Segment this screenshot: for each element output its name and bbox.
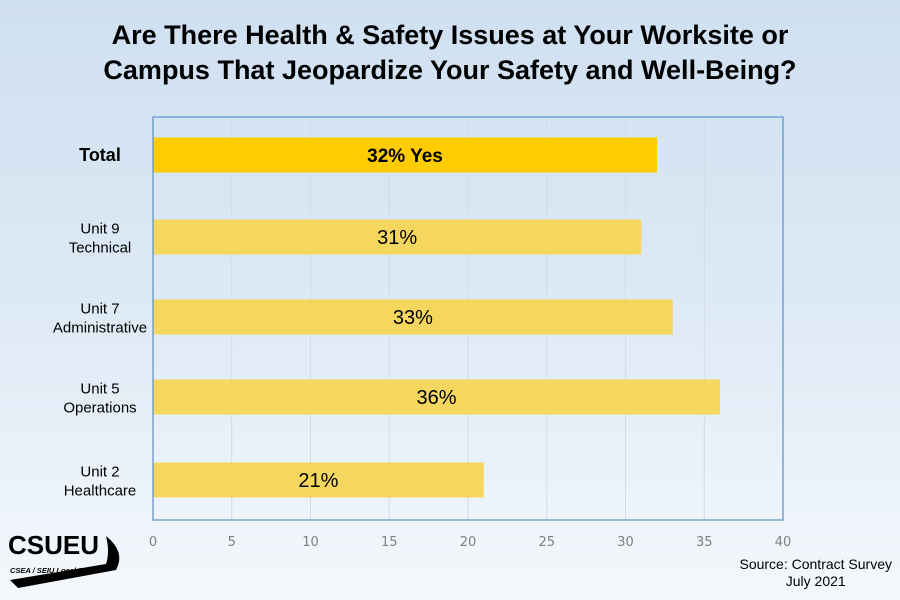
data-label: 36%	[416, 387, 456, 409]
category-label: Unit 7 Administrative	[53, 301, 147, 337]
data-label: 21%	[298, 470, 338, 492]
x-tick-label: 10	[302, 535, 319, 550]
category-label: Unit 2 Healthcare	[64, 464, 137, 500]
source-note: Source: Contract Survey July 2021	[739, 556, 892, 590]
category-label-line: Total	[79, 145, 121, 165]
data-label: 31%	[377, 227, 417, 249]
bar	[153, 137, 657, 173]
category-label-line: Administrative	[53, 320, 147, 337]
category-label: Unit 5 Operations	[63, 381, 136, 417]
category-label-line: Healthcare	[64, 483, 137, 500]
x-tick-label: 15	[381, 535, 398, 550]
x-tick-label: 25	[538, 535, 555, 550]
logo-subtitle: CSEA / SEIU Local 2579	[10, 566, 96, 575]
x-tick-label: 0	[149, 535, 157, 550]
logo-swoosh	[10, 536, 120, 588]
data-label: 33%	[393, 307, 433, 329]
x-tick-label: 5	[228, 535, 236, 550]
category-label: Unit 9 Technical	[69, 221, 132, 257]
csueu-logo: CSUEU CSEA / SEIU Local 2579	[8, 530, 120, 588]
category-label: Total	[79, 145, 121, 165]
category-label-line: Unit 7	[80, 301, 119, 318]
x-tick-label: 40	[775, 535, 792, 550]
category-label-line: Operations	[63, 400, 136, 417]
x-tick-label: 20	[460, 535, 477, 550]
category-label-line: Technical	[69, 240, 132, 257]
category-label-line: Unit 2	[80, 464, 119, 481]
source-line-1: Source: Contract Survey	[739, 556, 892, 572]
title-line-2: Campus That Jeopardize Your Safety and W…	[103, 55, 797, 85]
category-label-line: Unit 5	[80, 381, 119, 398]
bar	[153, 299, 673, 335]
chart-title: Are There Health & Safety Issues at Your…	[0, 18, 900, 88]
bar	[153, 219, 642, 255]
x-tick-label: 35	[696, 535, 713, 550]
title-line-1: Are There Health & Safety Issues at Your…	[111, 20, 789, 50]
category-label-line: Unit 9	[80, 221, 119, 238]
logo-wordmark: CSUEU	[8, 530, 99, 560]
plot-frame	[152, 116, 784, 521]
bar	[153, 379, 720, 415]
bar	[153, 462, 484, 498]
data-label: 32% Yes	[367, 146, 443, 167]
source-line-2: July 2021	[785, 573, 846, 589]
x-tick-label: 30	[617, 535, 634, 550]
